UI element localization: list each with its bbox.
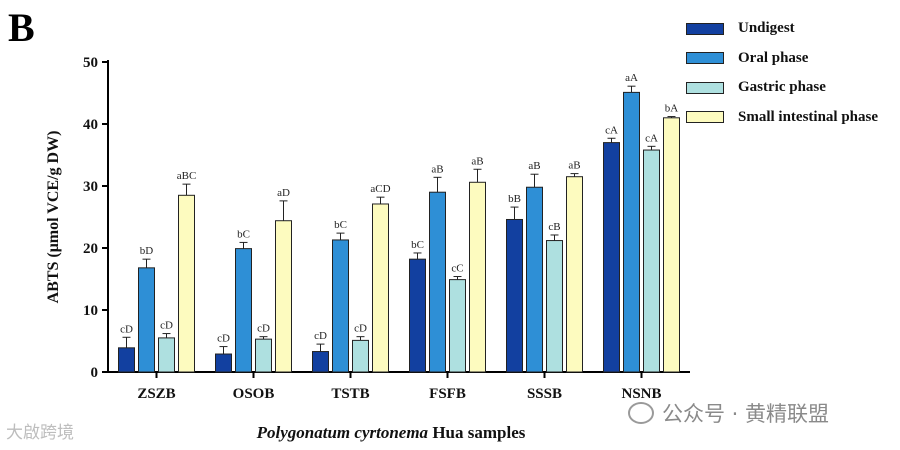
y-tick-label: 20: [83, 241, 98, 257]
data-label: aB: [528, 160, 540, 172]
bar: [215, 353, 232, 373]
y-tick-label: 10: [83, 303, 98, 319]
data-label: cA: [645, 132, 658, 144]
legend-label-oral-phase: Oral phase: [738, 49, 809, 66]
bar: [429, 191, 446, 373]
bar: [469, 181, 486, 373]
watermark-left: 大啟跨境: [6, 423, 74, 443]
panel-letter: B: [8, 5, 35, 50]
legend-swatch-gastric-phase: [686, 81, 724, 94]
data-label: bD: [140, 245, 154, 257]
data-label: aB: [471, 155, 483, 167]
bar: [663, 117, 680, 373]
legend-item-oral-phase: Oral phase: [686, 44, 878, 74]
bar: [623, 91, 640, 373]
legend-item-undigest: Undigest: [686, 14, 878, 44]
x-tick-label: OSOB: [233, 386, 275, 402]
legend-item-small-intestinal-phase: Small intestinal phase: [686, 103, 878, 133]
data-label: bC: [411, 239, 424, 251]
legend-swatch-small-intestinal-phase: [686, 111, 724, 124]
data-label: cA: [605, 124, 618, 136]
bar: [643, 149, 660, 373]
bar: [235, 248, 252, 373]
legend-swatch-undigest: [686, 22, 724, 35]
data-label: cD: [314, 330, 327, 342]
legend: Undigest Oral phase Gastric phase Small …: [686, 14, 878, 132]
data-label: cC: [451, 263, 463, 275]
bar: [332, 239, 349, 373]
bar: [546, 240, 563, 373]
watermark-right: 公众号 · 黄精联盟: [628, 398, 829, 428]
bar: [138, 267, 155, 373]
legend-label-small-intestinal-phase: Small intestinal phase: [738, 108, 879, 125]
data-label: aB: [431, 163, 443, 175]
watermark-right-text: 公众号 · 黄精联盟: [662, 402, 830, 426]
bar: [312, 351, 329, 373]
x-tick-label: NSNB: [621, 386, 661, 402]
bar: [118, 347, 135, 373]
data-label: aB: [568, 160, 580, 172]
data-label: cD: [354, 323, 367, 335]
bar: [409, 258, 426, 373]
data-label: bC: [237, 228, 250, 240]
bar: [255, 338, 272, 373]
x-tick-label: FSFB: [429, 386, 466, 402]
bar: [158, 337, 175, 373]
y-tick-label: 50: [83, 55, 98, 71]
x-tick-label: ZSZB: [137, 386, 175, 402]
bar: [178, 194, 195, 373]
legend-item-gastric-phase: Gastric phase: [686, 73, 878, 103]
data-label: cD: [160, 320, 173, 332]
y-tick-label: 30: [83, 179, 98, 195]
bar: [275, 220, 292, 373]
y-axis-label: ABTS (μmol VCE/g DW): [45, 131, 62, 304]
y-tick-label: 40: [83, 117, 98, 133]
bar: [506, 218, 523, 373]
data-label: bC: [334, 219, 347, 231]
data-label: cD: [120, 323, 133, 335]
bar: [566, 176, 583, 373]
legend-label-undigest: Undigest: [738, 20, 795, 37]
data-label: aCD: [370, 183, 390, 195]
bar: [372, 203, 389, 373]
data-label: cD: [217, 333, 230, 345]
legend-label-gastric-phase: Gastric phase: [738, 79, 826, 96]
x-axis-label-rest: Hua samples: [428, 423, 526, 442]
data-label: aA: [625, 72, 638, 84]
data-label: bA: [665, 103, 679, 115]
bar: [449, 279, 466, 373]
x-axis-label-italic: Polygonatum cyrtonema: [256, 423, 429, 442]
bar: [526, 186, 543, 373]
bar: [603, 142, 620, 373]
data-label: aBC: [177, 170, 197, 182]
data-label: cB: [548, 221, 560, 233]
x-axis-label: Polygonatum cyrtonema Hua samples: [256, 423, 526, 442]
bar: [352, 339, 369, 373]
data-label: aD: [277, 187, 290, 199]
data-label: bB: [508, 193, 521, 205]
x-tick-label: SSSB: [527, 386, 562, 402]
y-tick-label: 0: [91, 365, 99, 381]
wechat-logo-icon: [628, 402, 654, 424]
x-tick-label: TSTB: [331, 386, 369, 402]
legend-swatch-oral-phase: [686, 52, 724, 65]
data-label: cD: [257, 323, 270, 335]
